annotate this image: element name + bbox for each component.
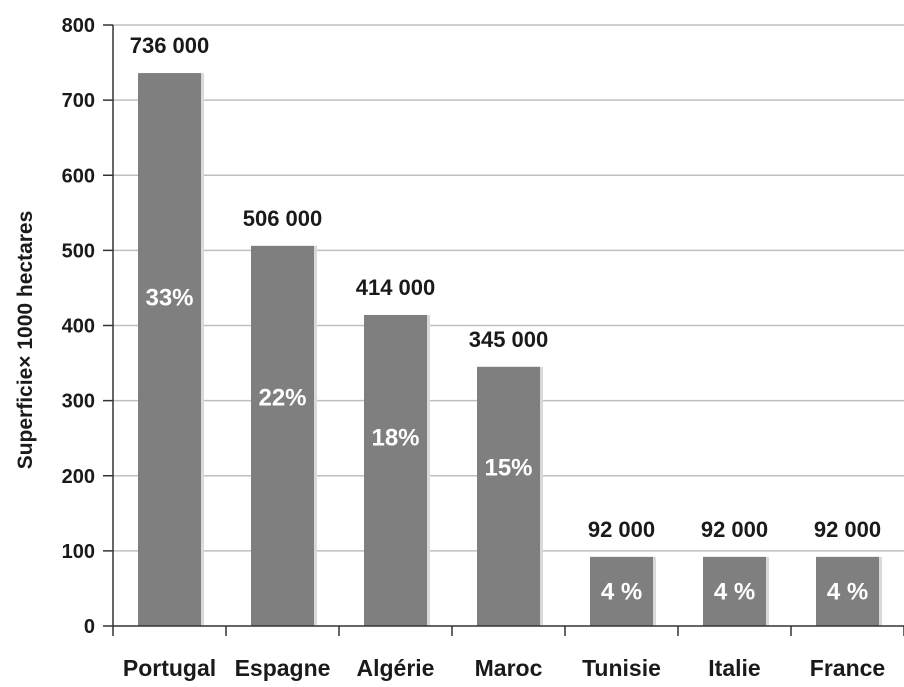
x-tick-label: Algérie — [357, 655, 435, 681]
y-tick-label: 800 — [62, 15, 95, 37]
bar-algérie — [364, 314, 427, 626]
x-tick-label: Italie — [708, 655, 760, 681]
y-tick-label: 200 — [62, 466, 95, 488]
y-axis-label: Superficie× 1000 hectares — [14, 211, 37, 470]
axes — [103, 24, 904, 636]
bar-tunisie — [590, 556, 653, 626]
bars — [138, 73, 882, 626]
bar-percent-label: 33% — [145, 284, 193, 311]
y-tick-labels: 0 100 200 300 400 500 600 700 800 — [62, 15, 95, 638]
bar-percent-label: 4 % — [714, 578, 755, 605]
x-tick-label: Tunisie — [582, 655, 661, 681]
bar-espagne — [251, 245, 314, 626]
bar-italie — [703, 556, 766, 626]
y-tick-label: 500 — [62, 240, 95, 262]
y-tick-label: 700 — [62, 90, 95, 112]
bar-portugal — [138, 73, 201, 626]
x-tick-labels: Portugal Espagne Algérie Maroc Tunisie Italie… — [123, 655, 885, 681]
bar-value-label: 92 000 — [701, 517, 768, 542]
bar-france — [816, 556, 879, 626]
x-tick-label: France — [810, 655, 885, 681]
bar-value-label: 92 000 — [814, 517, 881, 542]
data-labels: 736 000 33% 506 000 22% 414 000 18% 345 000 15%… — [130, 33, 881, 605]
x-tick-label: Espagne — [235, 655, 331, 681]
y-tick-label: 0 — [84, 616, 95, 638]
bar-value-label: 345 000 — [469, 327, 549, 352]
bar-value-label: 92 000 — [588, 517, 655, 542]
x-tick-label: Portugal — [123, 655, 216, 681]
y-tick-label: 100 — [62, 541, 95, 563]
bar-percent-label: 18% — [371, 425, 419, 452]
y-tick-label: 300 — [62, 391, 95, 413]
bar-percent-label: 4 % — [827, 578, 868, 605]
bar-maroc — [477, 366, 540, 626]
y-tick-label: 600 — [62, 165, 95, 187]
bar-value-label: 506 000 — [243, 206, 323, 231]
y-tick-label: 400 — [62, 316, 95, 338]
bar-percent-label: 15% — [484, 455, 532, 482]
bar-percent-label: 22% — [258, 385, 306, 412]
bar-value-label: 414 000 — [356, 275, 436, 300]
x-tick-label: Maroc — [475, 655, 543, 681]
bar-percent-label: 4 % — [601, 578, 642, 605]
bar-value-label: 736 000 — [130, 33, 210, 58]
